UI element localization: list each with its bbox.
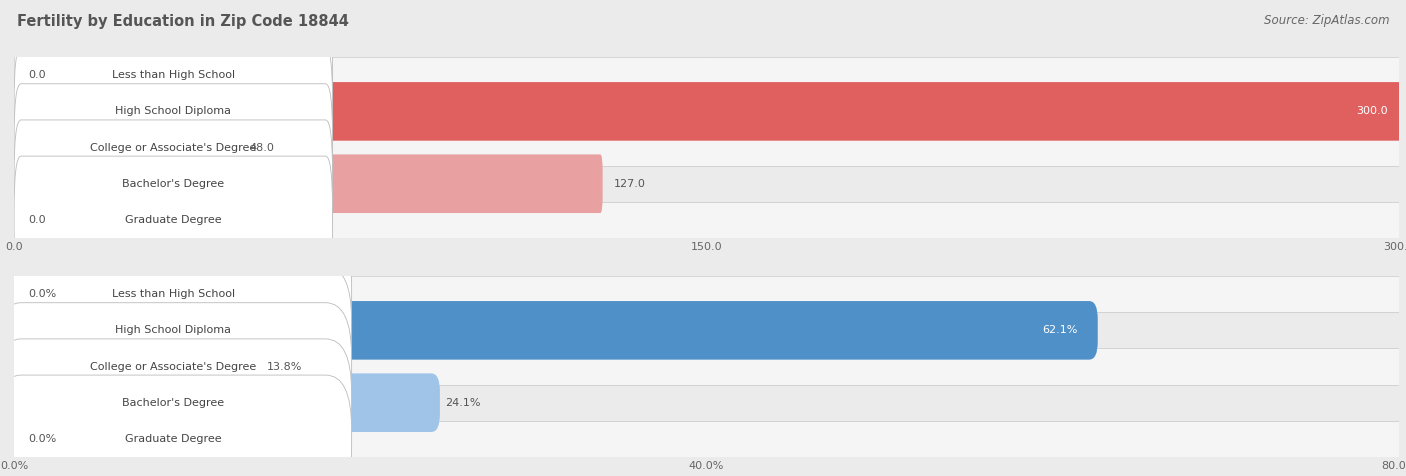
FancyBboxPatch shape xyxy=(0,303,352,430)
Text: Bachelor's Degree: Bachelor's Degree xyxy=(122,178,225,189)
FancyBboxPatch shape xyxy=(0,230,352,358)
FancyBboxPatch shape xyxy=(0,375,352,476)
Text: 24.1%: 24.1% xyxy=(446,397,481,408)
FancyBboxPatch shape xyxy=(14,166,1399,202)
FancyBboxPatch shape xyxy=(14,120,333,248)
Text: Fertility by Education in Zip Code 18844: Fertility by Education in Zip Code 18844 xyxy=(17,14,349,30)
FancyBboxPatch shape xyxy=(14,385,1399,421)
FancyBboxPatch shape xyxy=(14,348,1399,385)
Text: 0.0: 0.0 xyxy=(28,215,45,225)
FancyBboxPatch shape xyxy=(14,202,1399,238)
FancyBboxPatch shape xyxy=(6,337,262,396)
FancyBboxPatch shape xyxy=(0,267,352,394)
FancyBboxPatch shape xyxy=(11,82,1402,141)
FancyBboxPatch shape xyxy=(11,154,603,213)
Text: College or Associate's Degree: College or Associate's Degree xyxy=(90,142,256,153)
Text: High School Diploma: High School Diploma xyxy=(115,325,232,336)
Text: 13.8%: 13.8% xyxy=(267,361,302,372)
Text: Graduate Degree: Graduate Degree xyxy=(125,215,222,225)
Text: 0.0%: 0.0% xyxy=(28,289,56,299)
FancyBboxPatch shape xyxy=(14,93,1399,129)
FancyBboxPatch shape xyxy=(14,11,333,139)
Text: 62.1%: 62.1% xyxy=(1043,325,1078,336)
FancyBboxPatch shape xyxy=(6,301,1098,360)
FancyBboxPatch shape xyxy=(14,276,1399,312)
FancyBboxPatch shape xyxy=(11,118,238,177)
Text: College or Associate's Degree: College or Associate's Degree xyxy=(90,361,256,372)
Text: High School Diploma: High School Diploma xyxy=(115,106,232,117)
Text: 48.0: 48.0 xyxy=(249,142,274,153)
FancyBboxPatch shape xyxy=(14,48,333,175)
FancyBboxPatch shape xyxy=(0,339,352,466)
Text: Graduate Degree: Graduate Degree xyxy=(125,434,222,444)
Text: Less than High School: Less than High School xyxy=(111,70,235,80)
FancyBboxPatch shape xyxy=(14,129,1399,166)
Text: Less than High School: Less than High School xyxy=(111,289,235,299)
FancyBboxPatch shape xyxy=(14,84,333,211)
Text: 0.0%: 0.0% xyxy=(28,434,56,444)
Text: Bachelor's Degree: Bachelor's Degree xyxy=(122,397,225,408)
Text: 0.0: 0.0 xyxy=(28,70,45,80)
FancyBboxPatch shape xyxy=(14,421,1399,457)
FancyBboxPatch shape xyxy=(6,373,440,432)
Text: 127.0: 127.0 xyxy=(614,178,647,189)
Text: 300.0: 300.0 xyxy=(1357,106,1388,117)
FancyBboxPatch shape xyxy=(14,57,1399,93)
Text: Source: ZipAtlas.com: Source: ZipAtlas.com xyxy=(1264,14,1389,27)
FancyBboxPatch shape xyxy=(14,156,333,284)
FancyBboxPatch shape xyxy=(14,312,1399,348)
